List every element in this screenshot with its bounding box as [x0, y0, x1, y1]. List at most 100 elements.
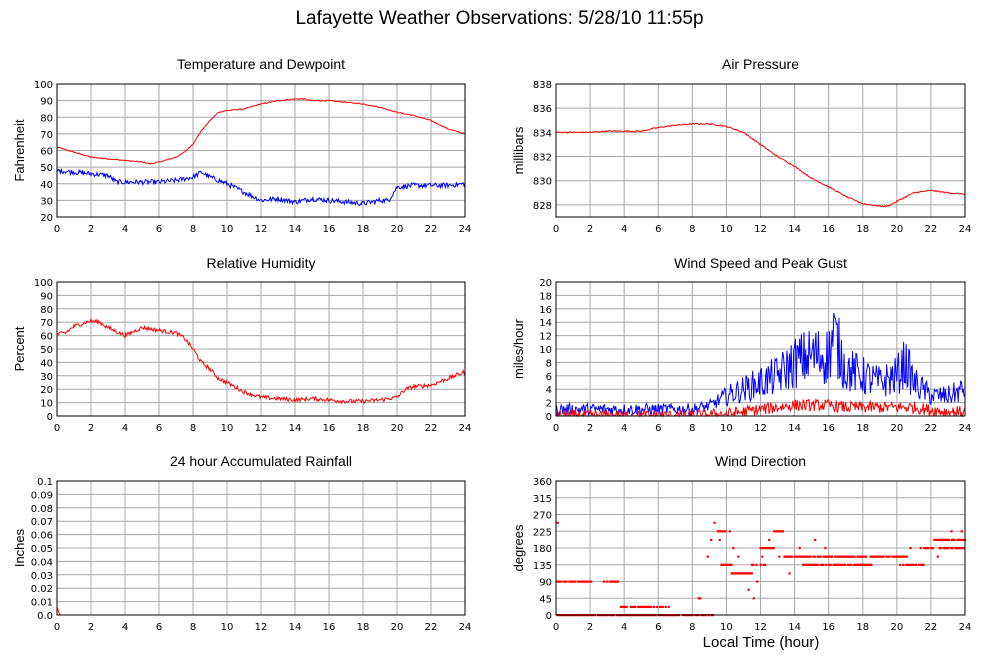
direction-point [783, 555, 786, 558]
rain-plot-frame [56, 480, 466, 616]
direction-point [556, 521, 559, 524]
direction-point [834, 555, 837, 558]
direction-point [803, 563, 806, 566]
rain-y-tick-label: 0.03 [31, 571, 53, 582]
direction-point [899, 555, 903, 558]
direction-point [826, 555, 830, 558]
direction-point [947, 538, 951, 542]
direction-point [562, 580, 565, 583]
rain-x-tick-label: 12 [255, 622, 268, 633]
direction-y-tick-label: 180 [533, 544, 552, 555]
direction-point [760, 547, 764, 550]
humidity-x-tick-label: 10 [221, 423, 234, 434]
direction-point [742, 572, 745, 575]
direction-point [750, 563, 754, 566]
direction-point [762, 563, 765, 566]
direction-point [809, 563, 812, 566]
pressure-x-tick-label: 24 [959, 224, 972, 235]
direction-point [813, 555, 816, 558]
wind-x-tick-label: 20 [890, 423, 903, 434]
rain-y-tick-label: 0.08 [31, 504, 53, 515]
direction-point [922, 563, 925, 566]
rain-title: 24 hour Accumulated Rainfall [170, 453, 352, 469]
direction-point [857, 563, 860, 566]
direction-point [952, 538, 955, 542]
direction-point [863, 555, 866, 558]
direction-point [771, 547, 774, 550]
direction-point [865, 563, 869, 566]
wind-x-tick-label: 24 [959, 423, 972, 434]
direction-point [920, 563, 924, 566]
direction-point [836, 555, 839, 558]
temp-series-1-line [56, 168, 466, 207]
direction-point [847, 563, 850, 566]
direction-point [605, 580, 608, 583]
pressure-x-tick-label: 8 [689, 224, 695, 235]
direction-point [829, 555, 832, 558]
direction-point [611, 580, 614, 583]
humidity-y-tick-label: 90 [40, 291, 53, 302]
direction-point [653, 605, 656, 609]
direction-point [930, 547, 933, 550]
direction-point [931, 547, 934, 550]
temp-y-tick-label: 50 [40, 163, 53, 174]
wind-y-tick-label: 14 [539, 318, 552, 329]
direction-point [661, 605, 664, 609]
direction-point [861, 563, 864, 566]
direction-point [747, 572, 751, 575]
direction-point [765, 547, 768, 550]
rain-x-tick-label: 4 [122, 622, 128, 633]
direction-y-axis-label: degrees [511, 524, 526, 571]
direction-point [963, 547, 966, 550]
direction-point [849, 555, 853, 558]
direction-point [784, 555, 788, 558]
pressure-plot-frame [555, 83, 966, 218]
direction-point [778, 555, 781, 558]
direction-point [572, 580, 575, 583]
direction-point [724, 563, 727, 566]
direction-point [872, 555, 875, 558]
direction-point [915, 563, 918, 566]
direction-point [860, 563, 863, 566]
direction-point [940, 538, 943, 542]
temp-y-tick-label: 100 [34, 80, 53, 91]
direction-point [778, 530, 782, 533]
temp-x-tick-label: 0 [54, 224, 60, 235]
direction-point [957, 547, 960, 550]
humidity-y-tick-label: 20 [40, 385, 53, 396]
direction-x-tick-label: 22 [925, 622, 938, 633]
direction-x-tick-label: 8 [689, 622, 695, 633]
humidity-y-tick-label: 0 [47, 412, 53, 423]
direction-point [746, 572, 749, 575]
wind-series-0-line [555, 312, 966, 418]
wind-y-tick-label: 2 [546, 399, 552, 410]
direction-point [919, 547, 922, 550]
wind-y-tick-label: 20 [539, 278, 552, 289]
wind-y-tick-label: 0 [546, 412, 552, 423]
direction-point [641, 605, 644, 609]
direction-point [812, 563, 815, 566]
direction-point [721, 530, 724, 533]
direction-point [933, 538, 936, 542]
direction-point [865, 555, 868, 558]
direction-point [849, 563, 853, 566]
humidity-y-tick-label: 80 [40, 305, 53, 316]
direction-point [667, 605, 670, 609]
direction-point [800, 555, 803, 558]
direction-point [923, 547, 926, 550]
direction-point [806, 555, 809, 558]
pressure-x-tick-label: 20 [890, 224, 903, 235]
direction-point [718, 530, 721, 533]
pressure-x-tick-label: 22 [925, 224, 938, 235]
direction-point [716, 530, 720, 533]
direction-point [794, 555, 798, 558]
direction-y-tick-label: 360 [533, 477, 552, 488]
direction-point [957, 538, 961, 542]
direction-title: Wind Direction [715, 453, 806, 469]
direction-point [807, 555, 811, 558]
direction-point [768, 538, 771, 542]
direction-point [947, 547, 950, 550]
rain-y-tick-label: 0.01 [31, 598, 53, 609]
direction-point [839, 563, 842, 566]
